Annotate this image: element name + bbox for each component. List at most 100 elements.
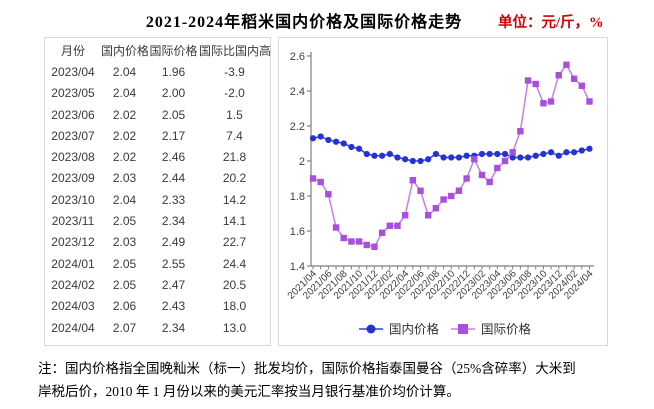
- series-international-point: [486, 178, 493, 186]
- series-international-point: [378, 229, 386, 236]
- series-domestic-point: [486, 150, 493, 158]
- series-international-point: [363, 241, 370, 249]
- table-cell: 2.03: [112, 235, 137, 250]
- series-international-point: [401, 212, 409, 219]
- table-header-cell: 国际价格: [149, 44, 198, 59]
- table-row: 2023/11 2.05 2.34 14.1: [45, 210, 270, 231]
- series-domestic-point: [463, 152, 470, 159]
- table-row: 2023/06 2.02 2.05 1.5: [45, 104, 270, 125]
- table-row: 2023/07 2.02 2.17 7.4: [45, 125, 270, 146]
- table-row: 2024/04 2.07 2.34 13.0: [45, 317, 270, 338]
- price-table: 月份 国内价格 国际价格 国际比国内高 2023/04 2.04 1.96 -3.9 2023…: [45, 40, 270, 338]
- table-header-cell: 月份: [60, 44, 85, 59]
- note-line-1: 注：国内价格指全国晚籼米（标一）批发均价，国际价格指泰国曼谷（25%含碎率）大米…: [38, 361, 576, 376]
- table-cell: 2023/11: [51, 214, 95, 229]
- chart-panel: 1.4 1.6 1.8 2 2.2 2.4 2.6 2021/04 2021/06 2021/08…: [278, 37, 608, 346]
- series-domestic-point: [494, 150, 501, 158]
- y-axis-tick-label: 2.4: [290, 86, 305, 98]
- table-body: 2023/04 2.04 1.96 -3.9 2023/05 2.04 2.00 -2.0 20…: [45, 61, 270, 338]
- series-international-point: [578, 82, 585, 89]
- series-domestic-point: [440, 154, 447, 161]
- table-cell: 2.04: [112, 64, 137, 79]
- table-cell: 20.5: [222, 277, 247, 292]
- series-international-point: [340, 234, 347, 242]
- series-international-point: [524, 77, 532, 84]
- table-cell: 1.5: [226, 107, 243, 122]
- table-header-row: 月份 国内价格 国际价格 国际比国内高: [45, 40, 270, 61]
- table-cell: 2.49: [161, 235, 186, 250]
- table-cell: 2024/04: [51, 320, 95, 335]
- table-row: 2023/05 2.04 2.00 -2.0: [45, 83, 270, 104]
- table-row: 2024/01 2.05 2.55 24.4: [45, 253, 270, 274]
- table-row: 2024/02 2.05 2.47 20.5: [45, 274, 270, 295]
- table-cell: 20.2: [222, 171, 247, 186]
- table-cell: 2.00: [161, 86, 186, 101]
- table-cell: 2023/04: [51, 64, 95, 79]
- table-cell: 2023/09: [51, 171, 95, 186]
- table-cell: 21.8: [222, 150, 247, 165]
- line-chart: 1.41.61.822.22.42.62021/042021/062021/08…: [286, 51, 596, 337]
- series-international-point: [517, 128, 524, 135]
- series-domestic-point: [455, 154, 463, 161]
- table-cell: 2024/02: [51, 277, 95, 292]
- table-cell: 2.02: [112, 150, 137, 165]
- series-international-point: [386, 222, 393, 229]
- series-domestic-point: [332, 138, 340, 145]
- series-international-point: [478, 171, 486, 179]
- series-domestic-point: [517, 154, 524, 161]
- y-axis-tick-label: 2.6: [290, 51, 305, 63]
- series-domestic-point: [547, 149, 555, 156]
- table-cell: 2.17: [161, 128, 186, 143]
- series-domestic-point: [355, 145, 363, 152]
- series-international-point: [317, 178, 324, 186]
- series-domestic-point: [448, 154, 455, 161]
- series-domestic-point: [340, 140, 347, 147]
- series-international-point: [532, 80, 539, 88]
- table-cell: 2.02: [112, 128, 137, 143]
- table-cell: 2.07: [112, 320, 137, 335]
- table-cell: 2.04: [112, 192, 137, 207]
- table-row: 2023/09 2.03 2.44 20.2: [45, 168, 270, 189]
- series-international-point: [394, 222, 401, 229]
- table-cell: 2.03: [112, 171, 137, 186]
- price-table-panel: 月份 国内价格 国际价格 国际比国内高 2023/04 2.04 1.96 -3.9 2023…: [44, 37, 271, 346]
- series-domestic-point: [501, 150, 509, 158]
- table-cell: 2024/03: [51, 299, 95, 314]
- table-cell: 2.04: [112, 86, 137, 101]
- table-cell: 2023/12: [51, 235, 95, 250]
- table-cell: 2.55: [161, 256, 186, 271]
- unit-label: 单位：元/斤，%: [498, 15, 604, 31]
- series-domestic-point: [417, 157, 424, 165]
- series-international-point: [440, 196, 447, 203]
- legend-domestic-marker-icon: [366, 324, 376, 334]
- series-international-point: [586, 98, 593, 105]
- table-row: 2023/10 2.04 2.33 14.2: [45, 189, 270, 210]
- table-cell: 2.47: [161, 277, 186, 292]
- table-cell: 2.05: [161, 107, 186, 122]
- series-domestic-point: [309, 135, 317, 142]
- table-cell: 1.96: [161, 64, 186, 79]
- table-cell: 2.02: [112, 107, 137, 122]
- series-domestic-point: [386, 150, 393, 158]
- series-domestic-point: [394, 154, 401, 161]
- table-cell: -2.0: [224, 86, 245, 101]
- series-international-point: [501, 157, 509, 165]
- page-title: 2021-2024年稻米国内价格及国际价格走势: [145, 14, 463, 31]
- series-international-point: [471, 156, 478, 163]
- table-cell: 2023/10: [51, 192, 95, 207]
- series-domestic-point: [563, 149, 570, 156]
- series-international-point: [325, 191, 332, 198]
- table-cell: 2.05: [112, 214, 137, 229]
- series-international-point: [409, 177, 417, 184]
- series-domestic-point: [578, 147, 585, 154]
- legend-international-marker-icon: [458, 324, 468, 334]
- note-line-2: 岸税后价，2010 年 1 月份以来的美元汇率按当月银行基准价均价计算。: [38, 384, 460, 399]
- table-cell: -3.9: [224, 64, 245, 79]
- y-axis-tick-label: 1.8: [290, 191, 305, 203]
- table-cell: 2024/01: [51, 256, 95, 271]
- table-cell: 2.33: [161, 192, 186, 207]
- series-international-point: [555, 72, 562, 79]
- series-domestic-point: [348, 143, 355, 151]
- table-cell: 2.43: [161, 299, 186, 314]
- table-cell: 2.05: [112, 277, 137, 292]
